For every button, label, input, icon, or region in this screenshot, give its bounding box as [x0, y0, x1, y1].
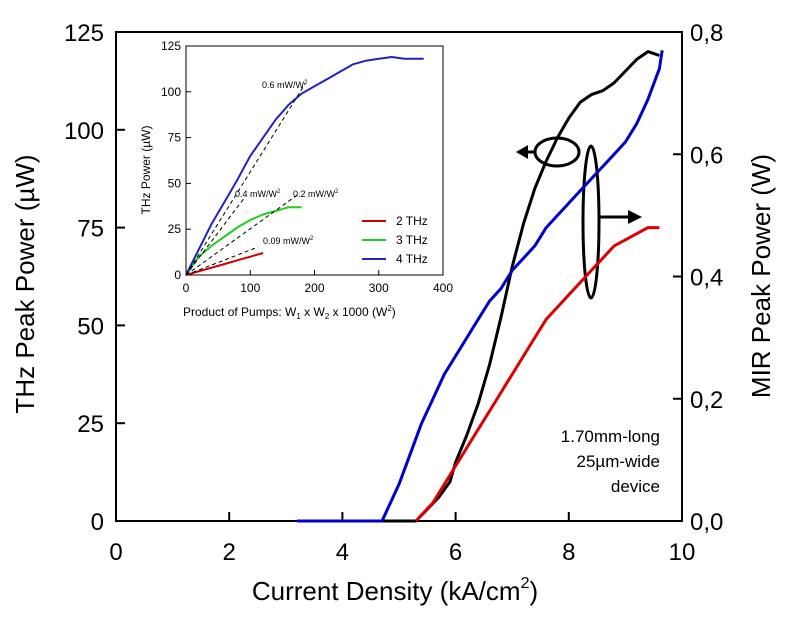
inset-x-axis-title: Product of Pumps: W1 x W2 x 1000 (W2): [183, 304, 396, 321]
main-x-tick-label: 4: [336, 539, 349, 566]
legend-label: 2 THz: [396, 214, 428, 228]
inset-series-line-1: [185, 206, 302, 276]
inset-series-line-0: [185, 252, 264, 276]
main-x-axis-title-text: Current Density (kA/cm: [252, 576, 521, 606]
main-x-axis-title-end: ): [529, 576, 538, 606]
inset-x-tick-label: 400: [433, 281, 453, 295]
main-y-right-tick-label: 0,6: [690, 142, 723, 169]
inset-y-tick-label: 50: [168, 176, 182, 190]
inset-slope-line: [185, 246, 259, 276]
main-series-line-1: [297, 50, 664, 523]
main-y-left-tick-label: 100: [64, 118, 104, 145]
inset-x-text-2: x 1000 (W: [329, 305, 388, 319]
inset-x-tick-label: 300: [369, 281, 389, 295]
inset-y-axis-title: THz Power (µW): [139, 126, 153, 215]
main-y-left-tick-label: 0: [91, 509, 104, 536]
inset-slope-label: 0.4 mW/W2: [235, 189, 281, 199]
main-x-tick-label: 2: [223, 539, 236, 566]
inset-slope-line: [185, 83, 306, 276]
inset-series-line-2: [185, 56, 424, 276]
main-x-tick-label: 6: [449, 539, 462, 566]
inset-y-tick-label: 25: [168, 222, 182, 236]
main-x-tick-label: 0: [109, 539, 122, 566]
inset-x-text-3: ): [392, 305, 396, 319]
left-axis-arrow-head: [516, 145, 528, 159]
inset-slope-label: 0.2 mW/W2: [293, 189, 339, 199]
main-y-right-axis-title: MIR Peak Power (W): [746, 154, 776, 398]
right-axis-indicator-ellipse: [581, 144, 601, 300]
inset-slope-label: 0.09 mW/W2: [263, 236, 314, 246]
left-axis-indicator-ellipse: [533, 136, 581, 168]
inset-x-axis-title-text: Product of Pumps: W: [183, 305, 297, 319]
main-y-right-tick-label: 0,4: [690, 265, 723, 292]
inset-x-sub-1: 1: [296, 312, 301, 321]
main-x-axis-title-sup: 2: [521, 575, 530, 592]
main-y-left-tick-label: 50: [77, 313, 104, 340]
inset-y-tick-label: 0: [174, 268, 181, 282]
main-y-right-tick-label: 0,2: [690, 387, 723, 414]
inset-x-tick-label: 0: [183, 281, 190, 295]
inset-slope-line: [185, 192, 301, 276]
inset-x-sub-2: 2: [325, 312, 330, 321]
main-x-tick-label: 8: [562, 539, 575, 566]
inset-x-tick-label: 100: [240, 281, 260, 295]
inset-slope-label: 0.6 mW/W2: [262, 80, 308, 90]
inset-y-tick-label: 75: [168, 131, 182, 145]
legend-label: 3 THz: [396, 233, 428, 247]
main-y-left-axis-title: THz Peak Power (µW): [10, 154, 40, 413]
inset-plot-frame: [185, 45, 444, 276]
inset-x-sup: 2: [387, 304, 392, 313]
inset-slope-line: [185, 196, 246, 276]
main-x-axis-title: Current Density (kA/cm2): [252, 575, 538, 606]
device-annotation-line1: 1.70mm-long: [561, 427, 660, 446]
inset-x-tick-label: 200: [304, 281, 324, 295]
device-annotation-line3: device: [611, 477, 660, 496]
main-y-right-tick-label: 0,8: [690, 20, 723, 47]
main-y-left-tick-label: 75: [77, 216, 104, 243]
inset-y-tick-label: 125: [161, 39, 181, 53]
main-y-right-tick-label: 0,0: [690, 509, 723, 536]
device-annotation-line2: 25µm-wide: [577, 452, 661, 471]
main-y-left-tick-label: 25: [77, 411, 104, 438]
inset-y-tick-label: 100: [161, 85, 181, 99]
main-x-tick-label: 10: [669, 539, 696, 566]
right-axis-arrow-head: [628, 210, 642, 224]
legend-label: 4 THz: [396, 252, 428, 266]
inset-x-text-1: x W: [301, 305, 326, 319]
main-series-line-2: [414, 226, 660, 523]
main-y-left-tick-label: 125: [64, 20, 104, 47]
